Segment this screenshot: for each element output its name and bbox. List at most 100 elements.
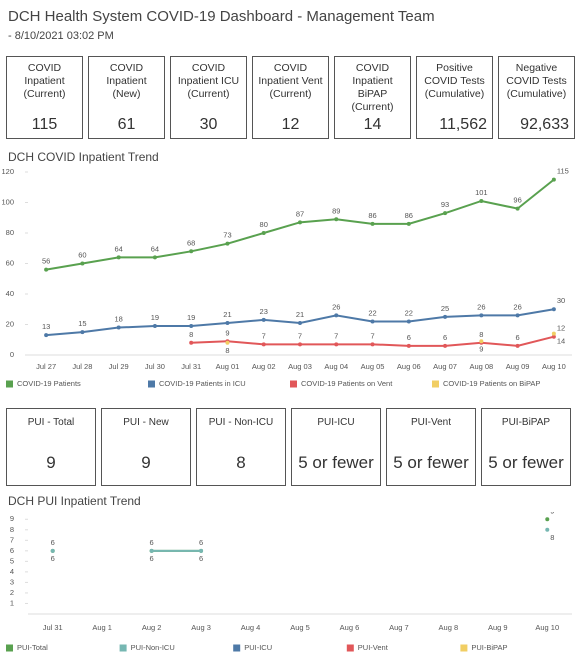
data-label: 26 xyxy=(513,302,521,311)
data-label: 26 xyxy=(477,302,485,311)
data-point xyxy=(370,319,375,324)
card-label: Negative COVID Tests (Cumulative) xyxy=(506,62,567,100)
data-point xyxy=(44,333,49,338)
card-label: PUI-Vent xyxy=(410,417,452,428)
card: COVID Inpatient ICU (Current) 30 xyxy=(170,56,247,139)
card-value: 30 xyxy=(199,116,218,133)
data-label: 8 xyxy=(550,533,554,542)
y-tick-label: 40 xyxy=(6,289,14,298)
y-tick-label: 100 xyxy=(1,197,14,206)
x-tick-label: Aug 08 xyxy=(469,362,493,371)
data-point xyxy=(479,198,484,203)
x-tick-label: Aug 1 xyxy=(92,623,112,632)
data-point xyxy=(261,231,266,235)
y-tick-label: 4 xyxy=(10,567,14,576)
card-value: 11,562 xyxy=(439,116,487,133)
data-point xyxy=(479,339,484,344)
y-tick-label: 1 xyxy=(10,598,14,607)
card-value: 115 xyxy=(31,116,58,133)
series-line xyxy=(152,519,548,551)
data-label: 6 xyxy=(199,538,203,547)
x-tick-label: Aug 8 xyxy=(439,623,459,632)
data-label: 64 xyxy=(114,244,122,253)
data-label: 15 xyxy=(78,319,86,328)
legend-label: PUI-Non-ICU xyxy=(131,643,175,652)
data-point xyxy=(515,343,520,348)
legend-swatch xyxy=(119,644,127,652)
card: COVID Inpatient Vent (Current) 12 xyxy=(252,56,329,139)
data-point xyxy=(298,342,302,347)
y-tick-label: 60 xyxy=(6,258,14,267)
data-point xyxy=(370,342,375,347)
card: Positive COVID Tests (Cumulative) 11,562 xyxy=(416,56,493,139)
data-label: 6 xyxy=(516,333,520,342)
data-point xyxy=(334,313,339,318)
data-point xyxy=(515,206,520,211)
x-tick-label: Aug 03 xyxy=(288,362,312,371)
data-point xyxy=(406,343,411,348)
data-label: 7 xyxy=(298,331,302,340)
data-label: 21 xyxy=(223,310,231,319)
data-point xyxy=(370,221,375,226)
y-tick-label: 9 xyxy=(10,514,14,523)
legend-label: PUI-Total xyxy=(17,643,48,652)
card-value: 9 xyxy=(46,453,56,472)
data-label: 21 xyxy=(296,310,304,319)
card-value: 8 xyxy=(236,453,246,472)
data-label: 89 xyxy=(332,206,340,215)
card-label: PUI-ICU xyxy=(317,417,355,428)
x-tick-label: Aug 06 xyxy=(397,362,421,371)
card-label: COVID Inpatient (New) xyxy=(106,62,147,100)
card-label: COVID Inpatient ICU (Current) xyxy=(177,62,240,100)
data-label: 6 xyxy=(51,538,55,547)
legend-label: COVID-19 Patients xyxy=(17,379,81,388)
x-tick-label: Aug 10 xyxy=(542,362,566,371)
data-point xyxy=(545,517,550,522)
data-label: 6 xyxy=(150,538,154,547)
data-point xyxy=(334,342,339,347)
legend-label: PUI-BiPAP xyxy=(471,643,507,652)
card-value: 5 or fewer xyxy=(488,453,564,472)
x-tick-label: Aug 02 xyxy=(252,362,276,371)
data-label: 22 xyxy=(405,308,413,317)
x-tick-label: Jul 31 xyxy=(43,623,63,632)
data-label: 87 xyxy=(296,209,304,218)
y-tick-label: 3 xyxy=(10,577,14,586)
y-tick-label: 6 xyxy=(10,546,14,555)
data-point xyxy=(199,548,204,553)
y-tick-label: 120 xyxy=(1,167,14,176)
data-point xyxy=(80,261,85,266)
data-point xyxy=(298,320,302,325)
legend-label: COVID-19 Patients on Vent xyxy=(301,379,393,388)
data-point xyxy=(149,548,154,553)
x-tick-label: Jul 29 xyxy=(109,362,129,371)
data-point xyxy=(261,342,266,347)
legend-swatch xyxy=(6,644,13,652)
data-label: 68 xyxy=(187,238,195,247)
card-label: PUI - Non-ICU xyxy=(208,417,274,428)
data-label: 7 xyxy=(334,331,338,340)
x-tick-label: Jul 27 xyxy=(36,362,56,371)
card-value: 5 or fewer xyxy=(298,453,374,472)
data-point xyxy=(443,314,448,319)
x-tick-label: Aug 5 xyxy=(290,623,310,632)
card-value: 14 xyxy=(363,116,382,133)
data-label: 13 xyxy=(42,322,50,331)
data-point xyxy=(116,325,121,330)
data-label: 9 xyxy=(225,328,229,337)
card-value: 61 xyxy=(117,116,136,133)
data-point xyxy=(189,324,194,329)
data-label: 22 xyxy=(368,308,376,317)
x-tick-label: Aug 9 xyxy=(488,623,508,632)
card-value: 9 xyxy=(141,453,151,472)
data-label: 25 xyxy=(441,304,449,313)
x-tick-label: Jul 31 xyxy=(181,362,201,371)
data-point xyxy=(225,340,230,345)
legend-label: PUI-Vent xyxy=(358,643,389,652)
chart: 0 20 40 60 80 100 120 Jul 27 Jul 28 Jul 29 Jul 30 J… xyxy=(1,167,572,388)
card: COVID Inpatient (New) 61 xyxy=(88,56,165,139)
data-point xyxy=(551,307,556,312)
x-tick-label: Aug 07 xyxy=(433,362,457,371)
